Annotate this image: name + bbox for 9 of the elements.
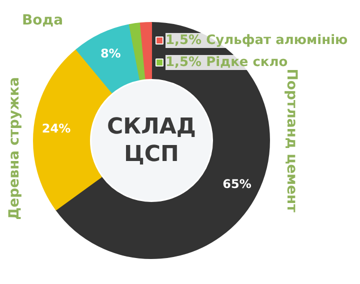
slice-label: Деревна стружка <box>6 77 22 220</box>
data-label: 65% <box>222 177 252 192</box>
slice-label: Вода <box>22 12 64 28</box>
data-label: 24% <box>42 121 71 136</box>
text: СКЛАД ЦСП <box>106 114 196 167</box>
legend-label: 1,5% Рідке скло <box>166 55 288 70</box>
slice-label: Портланд цемент <box>284 68 300 214</box>
legend-label: 1,5% Сульфат алюмінію <box>166 33 348 48</box>
data-label: 8% <box>100 46 121 61</box>
